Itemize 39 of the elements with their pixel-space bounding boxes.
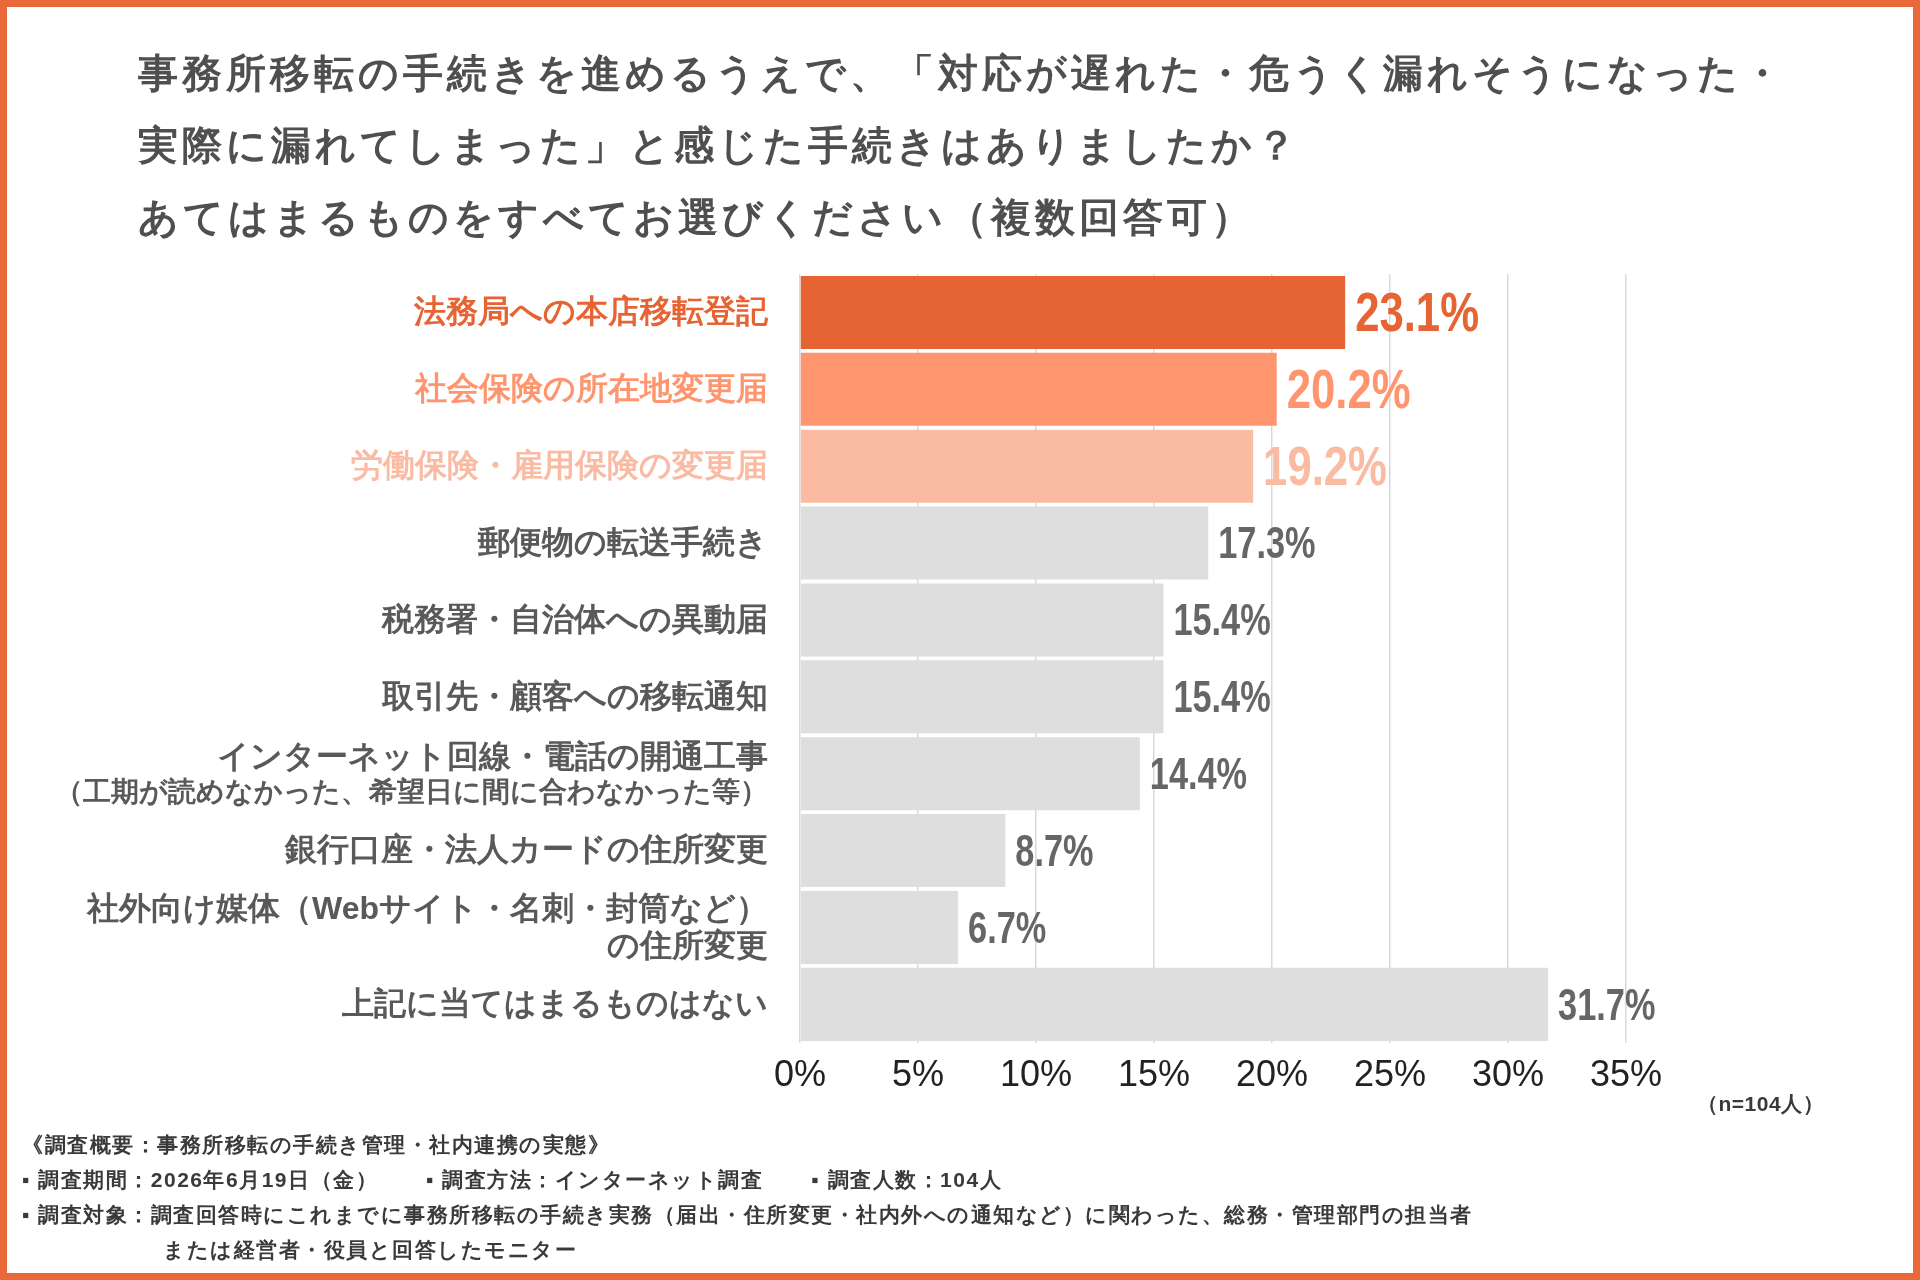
x-tick-label: 5% <box>891 1053 945 1095</box>
data-label: 31.7% <box>1558 979 1656 1029</box>
data-label: 15.4% <box>1173 671 1271 721</box>
y-tick-label: 銀行口座・法人カードの住所変更 <box>284 831 768 868</box>
data-label: 15.4% <box>1173 594 1271 645</box>
x-tick-label: 15% <box>1117 1053 1191 1095</box>
data-label: 17.3% <box>1218 518 1316 568</box>
x-tick-label: 20% <box>1235 1053 1309 1095</box>
x-tick-label: 25% <box>1353 1053 1427 1095</box>
bar <box>800 352 1277 426</box>
data-label: 19.2% <box>1263 434 1387 497</box>
x-tick-label: 0% <box>773 1053 827 1095</box>
y-tick-label: インターネット回線・電話の開通工事（工期が読めなかった、希望日に間に合わなかった等） <box>55 738 768 807</box>
data-label: 6.7% <box>968 902 1047 952</box>
x-tick-label: 35% <box>1589 1053 1663 1095</box>
bar <box>800 429 1254 503</box>
chart-title: 事務所移転の手続きを進めるうえで、「対応が遅れた・危うく漏れそうになった・実際に漏れてしまった」と感じた手続きはありましたか？ <box>138 50 1787 169</box>
y-tick-label: 法務局への本店移転登記 <box>413 293 769 330</box>
y-tick-label: 郵便物の転送手続き <box>477 523 768 560</box>
y-tick-label: 取引先・顧客への移転通知 <box>381 677 768 714</box>
text: （n=104人） <box>1697 1091 1825 1117</box>
data-label: 14.4% <box>1149 748 1248 798</box>
y-tick-label: 税務署・自治体への異動届 <box>381 600 768 637</box>
text: ▪ 調査方法：インターネット調査 <box>426 1168 764 1191</box>
bar <box>800 275 1346 349</box>
text: ▪ 調査対象：調査回答時にこれまでに事務所移転の手続き実務（届出・住所変更・社内外への通知など）に関わった、総務・管理部門の担当者または経営者・役員と回答したモニター <box>22 1203 1473 1261</box>
data-label: 23.1% <box>1355 280 1479 344</box>
x-tick-label: 10% <box>999 1053 1073 1095</box>
text: ▪ 調査人数：104人 <box>811 1168 1003 1191</box>
data-label: 8.7% <box>1015 825 1094 875</box>
x-tick-label: 30% <box>1471 1053 1545 1095</box>
text: ▪ 調査期間：2026年6月19日（金） <box>22 1168 379 1191</box>
y-tick-label: 社会保険の所在地変更届 <box>414 370 768 407</box>
text: 《調査概要：事務所移転の手続き管理・社内連携の実態》 <box>22 1133 610 1156</box>
y-tick-label: 上記に当てはまるものはない <box>341 985 768 1022</box>
y-tick-label: 労働保険・雇用保険の変更届 <box>351 447 768 484</box>
data-label: 20.2% <box>1286 357 1411 421</box>
chart-subtitle: あてはまるものをすべてお選びください（複数回答可） <box>138 194 1256 241</box>
y-tick-label: 社外向け媒体（Webサイト・名刺・封筒など）の住所変更 <box>86 889 768 963</box>
